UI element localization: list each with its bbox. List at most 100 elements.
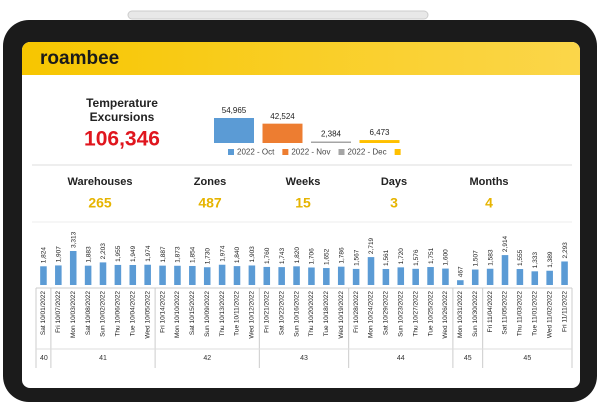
bar [293, 266, 300, 285]
x-tick-label: Thu 10/20/2022 [308, 291, 315, 337]
x-tick-label: Wed 10/12/2022 [249, 291, 256, 339]
value-label: 2,293 [562, 242, 569, 259]
bar [263, 266, 271, 285]
value-label: 1,583 [487, 249, 494, 266]
value-label: 1,333 [532, 252, 539, 269]
value-label: 1,907 [56, 246, 63, 263]
bar [367, 257, 375, 285]
value-label: 1,786 [338, 247, 345, 264]
x-tick-label: Fri 10/07/2022 [55, 291, 62, 333]
x-tick-label: Tue 10/18/2022 [323, 291, 330, 337]
bar [174, 265, 181, 285]
x-tick-label: Tue 10/11/2022 [234, 291, 241, 336]
bar [337, 266, 345, 285]
week-label: 40 [40, 355, 48, 362]
stat-label: Zones [194, 176, 226, 188]
bar [189, 265, 196, 285]
bar [397, 267, 405, 285]
bar [359, 140, 400, 143]
stat-label: Months [469, 176, 508, 188]
value-label: 42,524 [270, 112, 295, 121]
stat-value: 4 [485, 195, 493, 211]
legend-label: 2022 - Dec [348, 148, 387, 157]
value-label: 1,949 [130, 245, 137, 262]
stat-label: Weeks [286, 176, 321, 188]
bar [159, 265, 166, 285]
x-tick-label: Wed 11/02/2022 [546, 291, 553, 338]
value-label: 2,384 [321, 130, 342, 139]
x-tick-label: Thu 10/13/2022 [219, 291, 226, 337]
bar [457, 280, 464, 285]
value-label: 1,730 [204, 248, 211, 265]
value-label: 1,389 [547, 251, 554, 268]
screen [22, 42, 580, 388]
value-label: 467 [458, 266, 465, 277]
value-label: 6,473 [369, 128, 390, 137]
bar [129, 264, 137, 285]
bar [55, 265, 62, 285]
stat-value: 3 [390, 195, 398, 211]
bar [114, 264, 122, 285]
x-tick-label: Thu 11/03/2022 [517, 291, 524, 336]
pencil [127, 10, 429, 20]
value-label: 1,706 [309, 248, 316, 265]
week-label: 42 [203, 355, 211, 362]
bar [352, 268, 360, 285]
stat-label: Warehouses [67, 176, 132, 188]
value-label: 2,719 [368, 237, 375, 254]
kpi-value: 106,346 [84, 128, 160, 151]
bar [516, 269, 524, 285]
bar [40, 266, 47, 285]
legend-label: 2022 - Oct [237, 148, 275, 157]
x-tick-label: Tue 11/01/2022 [531, 291, 538, 336]
x-tick-label: Sat 11/05/2022 [502, 291, 509, 335]
x-tick-label: Mon 10/03/2022 [70, 291, 77, 338]
bar [308, 267, 315, 285]
x-tick-label: Wed 10/05/2022 [144, 291, 151, 339]
bar [84, 265, 92, 285]
logo: roambee [40, 48, 119, 69]
kpi-title: Excursions [90, 110, 155, 124]
x-tick-label: Sat 10/08/2022 [85, 291, 92, 335]
x-tick-label: Fri 10/21/2022 [263, 291, 270, 333]
stat-value: 265 [88, 195, 112, 211]
value-label: 3,313 [70, 231, 77, 248]
value-label: 1,720 [398, 248, 405, 265]
x-tick-label: Sun 10/23/2022 [397, 291, 404, 337]
x-tick-label: Sun 10/09/2022 [204, 291, 211, 337]
bar [412, 268, 419, 285]
bar [427, 267, 434, 285]
kpi-title: Temperature [86, 96, 158, 110]
bar [144, 264, 151, 285]
week-label: 43 [300, 355, 308, 362]
value-label: 1,887 [160, 246, 167, 263]
x-tick-label: Thu 10/27/2022 [412, 291, 419, 337]
x-tick-label: Tue 10/25/2022 [427, 291, 434, 337]
bar [486, 268, 494, 285]
x-tick-label: Thu 10/06/2022 [115, 291, 122, 337]
x-tick-label: Mon 10/24/2022 [368, 291, 375, 338]
legend-swatch [338, 149, 345, 155]
stat-value: 487 [198, 195, 222, 211]
x-tick-label: Sat 10/15/2022 [189, 291, 196, 335]
value-label: 1,903 [249, 246, 256, 263]
bar [323, 268, 330, 285]
value-label: 2,203 [100, 243, 107, 260]
week-label: 45 [523, 355, 531, 362]
x-tick-label: Fri 11/11/2022 [561, 291, 568, 332]
value-label: 1,883 [85, 246, 92, 263]
legend-label: 2022 - Nov [291, 148, 330, 157]
bar [218, 264, 226, 285]
value-label: 1,561 [383, 249, 390, 266]
week-label: 44 [397, 355, 405, 362]
value-label: 1,820 [294, 247, 301, 264]
x-tick-label: Sun 10/30/2022 [472, 291, 479, 337]
value-label: 1,567 [353, 249, 360, 266]
value-label: 1,840 [234, 246, 241, 263]
value-label: 1,652 [324, 248, 331, 265]
x-tick-label: Fri 11/04/2022 [487, 291, 494, 333]
value-label: 1,760 [264, 247, 271, 264]
value-label: 1,507 [472, 250, 479, 267]
bar [99, 262, 107, 285]
